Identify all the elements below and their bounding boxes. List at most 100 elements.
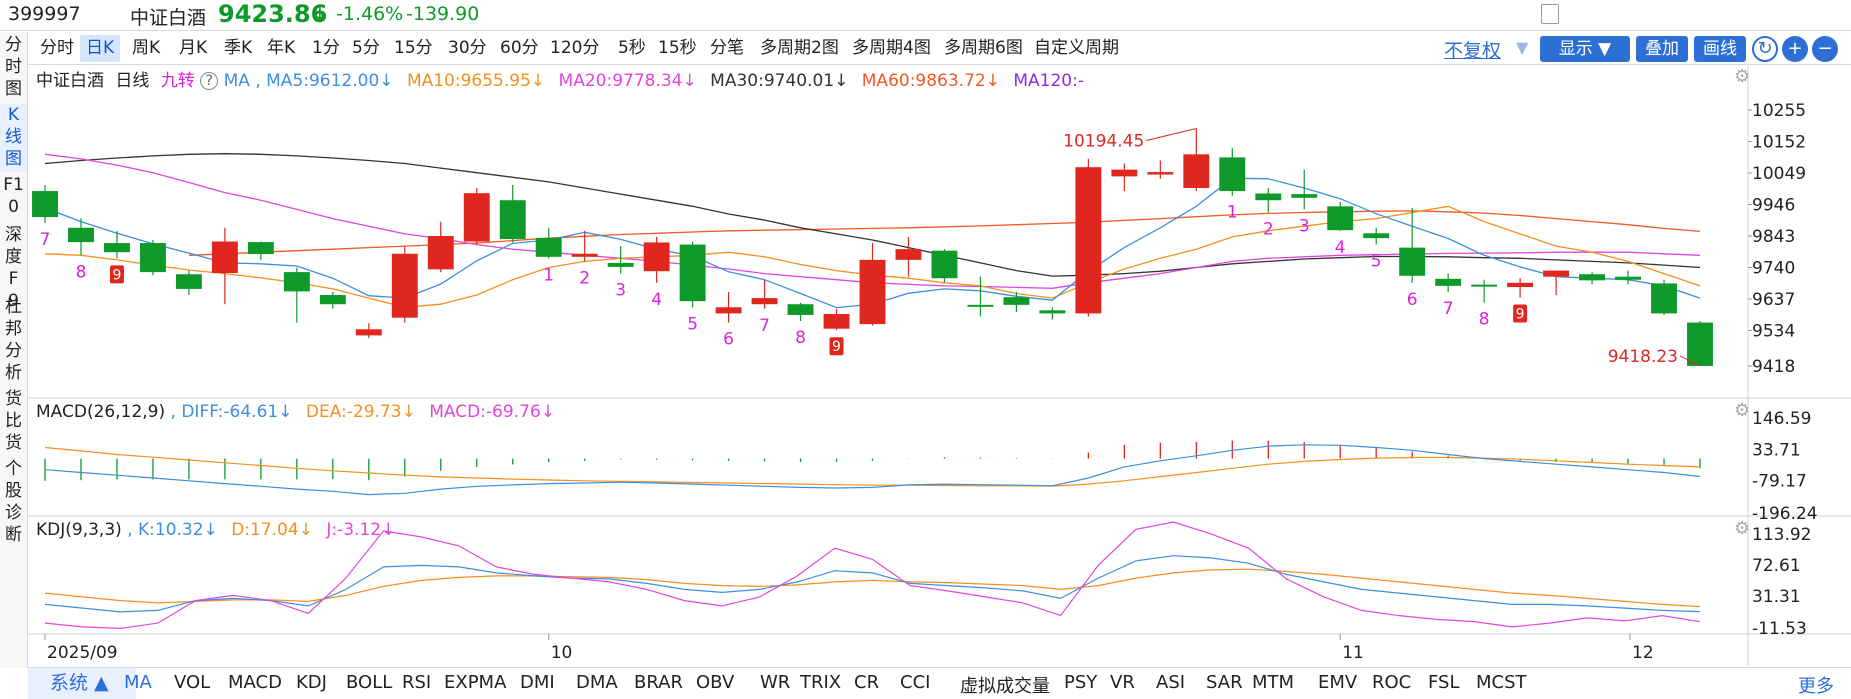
tab-2[interactable]: 周K <box>132 38 161 58</box>
zoom-out-icon[interactable]: − <box>1812 36 1838 62</box>
tab-14[interactable]: 分笔 <box>710 38 744 58</box>
indicator-tab-vol[interactable]: VOL <box>174 672 211 693</box>
indicator-tab-psy[interactable]: PSY <box>1064 672 1098 693</box>
kdj-title: KDJ(9,3,3) <box>36 520 122 540</box>
tab-9[interactable]: 30分 <box>448 38 487 58</box>
low-annotation: 9418.23 <box>1608 347 1678 367</box>
tab-15[interactable]: 多周期2图 <box>760 38 839 58</box>
window-restore-icon[interactable] <box>1541 4 1559 24</box>
indicator-tab-cci[interactable]: CCI <box>900 672 931 693</box>
kdj-k: K:10.32↓ <box>138 520 218 540</box>
more-indicators-link[interactable]: 更多 <box>1798 676 1834 697</box>
refresh-icon[interactable]: ↻ <box>1752 36 1778 62</box>
candle-body <box>679 244 706 302</box>
tab-18[interactable]: 自定义周期 <box>1034 38 1119 58</box>
diff-line <box>44 444 1701 496</box>
zoom-in-icon[interactable]: + <box>1782 36 1808 62</box>
overlay-button[interactable]: 叠加 <box>1636 36 1688 62</box>
candle-body <box>1615 276 1641 280</box>
indicator-tab-emv[interactable]: EMV <box>1318 672 1358 693</box>
tab-10[interactable]: 60分 <box>500 38 539 58</box>
tab-8[interactable]: 15分 <box>394 38 433 58</box>
indicator-tab-cr[interactable]: CR <box>854 672 880 693</box>
left-nav-depth[interactable]: 深度F9 <box>0 224 27 311</box>
tab-5[interactable]: 年K <box>267 38 296 58</box>
tab-12[interactable]: 5秒 <box>618 38 646 58</box>
candle-body <box>1363 233 1390 239</box>
macd-axis-label: 146.59 <box>1752 409 1811 429</box>
indicator-tab-ma[interactable]: MA <box>124 672 152 693</box>
candle-body <box>1219 157 1246 192</box>
nine-turn-label: 5 <box>1371 252 1382 272</box>
draw-button[interactable]: 画线 <box>1694 36 1746 62</box>
indicator-tab-boll[interactable]: BOLL <box>346 672 393 693</box>
tab-11[interactable]: 120分 <box>550 38 600 58</box>
candle-body <box>895 249 922 260</box>
stock-name: 中证白酒 <box>130 7 207 29</box>
indicator-tab-mtm[interactable]: MTM <box>1252 672 1295 693</box>
indicator-tab-vr[interactable]: VR <box>1110 672 1135 693</box>
nine-box-marker <box>1513 304 1528 323</box>
indicator-tab-expma[interactable]: EXPMA <box>444 672 507 693</box>
left-nav-kline[interactable]: K线图 <box>0 104 27 172</box>
indicator-tab-obv[interactable]: OBV <box>696 672 735 693</box>
tab-0[interactable]: 分时 <box>40 38 74 58</box>
indicator-tab-macd[interactable]: MACD <box>228 672 282 693</box>
nine-turn-toggle[interactable]: 九转 <box>160 71 195 91</box>
macd-dea: DEA:-29.73↓ <box>305 402 416 422</box>
candle-body <box>1147 172 1174 175</box>
indicator-tab-kdj[interactable]: KDJ <box>296 672 327 693</box>
candle-body <box>1399 247 1426 276</box>
stock-code: 399997 <box>8 3 81 25</box>
left-nav-compare[interactable]: 货比货 <box>0 388 27 454</box>
indicator-tab-brar[interactable]: BRAR <box>634 672 683 693</box>
indicator-tab-sar[interactable]: SAR <box>1206 672 1243 693</box>
tab-13[interactable]: 15秒 <box>658 38 697 58</box>
tab-17[interactable]: 多周期6图 <box>944 38 1023 58</box>
fuquan-dropdown[interactable]: 不复权 <box>1444 40 1502 62</box>
macd-axis-label: -79.17 <box>1752 472 1807 492</box>
indicator-tab-wr[interactable]: WR <box>760 672 791 693</box>
tab-4[interactable]: 季K <box>224 38 253 58</box>
high-annotation: 10194.45 <box>1063 132 1144 152</box>
system-indicators-tab[interactable]: 系统 ▲ <box>28 668 136 699</box>
gear-icon[interactable]: ⚙ <box>1734 66 1751 87</box>
left-nav-dupont[interactable]: 杜邦分析 <box>0 296 27 384</box>
candle-body <box>859 259 886 325</box>
tab-6[interactable]: 1分 <box>312 38 340 58</box>
indicator-tab-mcst[interactable]: MCST <box>1476 672 1527 693</box>
nine-turn-label: 8 <box>76 262 87 282</box>
left-nav-diagnosis[interactable]: 个股诊断 <box>0 458 27 546</box>
indicator-tab-dma[interactable]: DMA <box>576 672 618 693</box>
indicator-tab-fsl[interactable]: FSL <box>1428 672 1460 693</box>
kdj-axis-label: 72.61 <box>1752 556 1801 576</box>
macd-legend: MACD(26,12,9) , DIFF:-64.61↓ DEA:-29.73↓… <box>36 402 555 422</box>
price-axis-label: 10255 <box>1752 101 1806 121</box>
nine-box-label: 9 <box>112 267 121 283</box>
indicator-tab-虚拟成交量[interactable]: 虚拟成交量 <box>960 676 1050 697</box>
legend-ma20: MA20:9778.34↓ <box>558 71 697 91</box>
tab-1[interactable]: 日K <box>80 35 121 62</box>
candle-body <box>1111 169 1138 177</box>
candle-body <box>751 298 778 305</box>
chevron-down-icon[interactable]: ▼ <box>1516 38 1529 57</box>
tab-16[interactable]: 多周期4图 <box>852 38 931 58</box>
tab-7[interactable]: 5分 <box>352 38 380 58</box>
indicator-tab-dmi[interactable]: DMI <box>520 672 555 693</box>
left-nav-label: K线图 <box>5 105 22 169</box>
help-icon[interactable]: ? <box>200 72 219 90</box>
candle-body <box>1687 322 1713 366</box>
indicator-tab-roc[interactable]: ROC <box>1372 672 1412 693</box>
gear-icon[interactable]: ⚙ <box>1734 400 1751 421</box>
legend-name: 中证白酒 <box>36 71 104 91</box>
gear-icon[interactable]: ⚙ <box>1734 518 1751 539</box>
left-nav-f10[interactable]: F10 <box>0 174 27 218</box>
candle-body <box>463 193 490 242</box>
left-nav-fenshi[interactable]: 分时图 <box>0 34 27 102</box>
indicator-tab-rsi[interactable]: RSI <box>402 672 432 693</box>
indicator-tab-trix[interactable]: TRIX <box>800 672 842 693</box>
indicator-tab-asi[interactable]: ASI <box>1156 672 1186 693</box>
display-button[interactable]: 显示 ▼ <box>1540 36 1630 62</box>
tab-3[interactable]: 月K <box>179 38 208 58</box>
